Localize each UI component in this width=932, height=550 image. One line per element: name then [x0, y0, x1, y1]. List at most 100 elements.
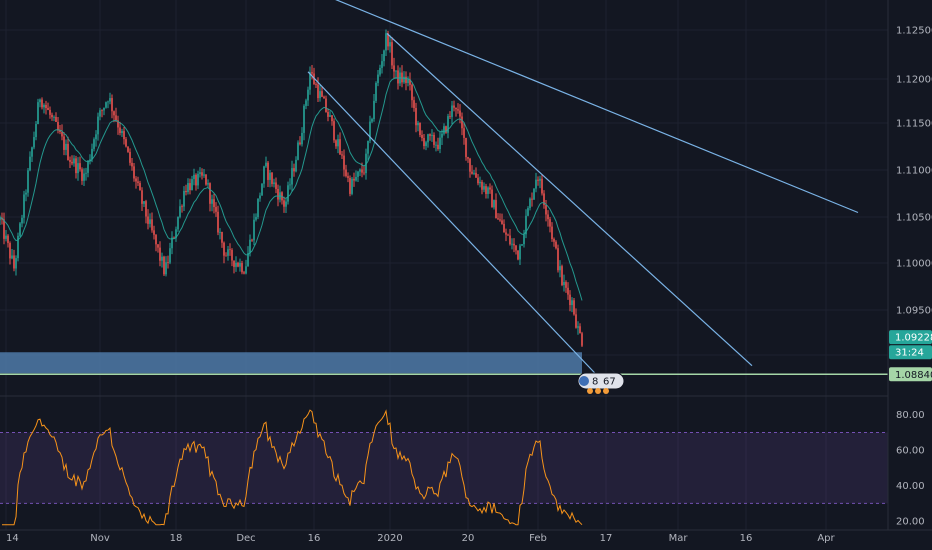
time-tick-label: 2020 — [377, 533, 402, 544]
candle-body — [83, 173, 85, 181]
candle-body — [195, 174, 197, 186]
candle-body — [383, 50, 385, 62]
candle-body — [309, 72, 311, 90]
candle-body — [69, 160, 71, 162]
candle-body — [419, 122, 421, 135]
candle-body — [169, 248, 171, 263]
candle-body — [433, 134, 435, 145]
candle-body — [315, 84, 317, 85]
candle-body — [79, 163, 81, 170]
candle-body — [387, 33, 389, 47]
candle-body — [145, 201, 147, 217]
candle-body — [41, 99, 43, 108]
candle-body — [549, 219, 551, 227]
candle-body — [257, 198, 259, 218]
candle-body — [401, 72, 403, 83]
candle-body — [443, 126, 445, 134]
candle-body — [495, 200, 497, 219]
time-tick-label: 17 — [600, 533, 613, 544]
candle-body — [459, 110, 461, 117]
candle-body — [187, 183, 189, 193]
candle-body — [131, 162, 133, 167]
candle-body — [39, 99, 41, 103]
candle-body — [269, 172, 271, 180]
ema-line — [0, 76, 583, 301]
candle-body — [199, 172, 201, 174]
candle-body — [85, 172, 87, 174]
price-tick-label: 1.11000 — [896, 166, 932, 177]
candle-body — [507, 234, 509, 236]
candle-body — [297, 142, 299, 160]
candle-body — [449, 116, 451, 117]
candle-body — [557, 248, 559, 271]
candle-body — [129, 151, 131, 163]
candle-body — [49, 109, 51, 115]
price-label-text: 31:24 — [895, 348, 924, 359]
candle-body — [535, 179, 537, 189]
candle-body — [323, 96, 325, 99]
candle-body — [425, 142, 427, 147]
candle-body — [385, 33, 387, 51]
candle-body — [361, 169, 363, 173]
candle-body — [305, 100, 307, 106]
price-label-box — [889, 330, 932, 345]
candle-body — [205, 174, 207, 185]
candle-body — [551, 226, 553, 240]
candle-body — [93, 139, 95, 149]
trendline — [307, 71, 597, 375]
time-tick-label: Feb — [529, 533, 547, 544]
candle-body — [219, 231, 221, 233]
rsi-line — [2, 409, 583, 526]
candle-body — [477, 177, 479, 184]
candle-body — [275, 182, 277, 189]
candle-body — [333, 121, 335, 141]
candle-body — [351, 178, 353, 194]
candle-body — [67, 143, 69, 161]
candle-body — [263, 166, 265, 184]
candle-body — [11, 255, 13, 259]
candle-body — [577, 326, 579, 328]
events-badge[interactable]: 8 67 — [577, 372, 625, 394]
candle-body — [165, 262, 167, 275]
candle-body — [427, 134, 429, 143]
candle-body — [241, 263, 243, 273]
candle-body — [539, 178, 541, 181]
candle-body — [321, 91, 323, 97]
candle-body — [455, 107, 457, 110]
candle-body — [91, 148, 93, 160]
candle-body — [21, 217, 23, 224]
candle-body — [77, 163, 79, 174]
candle-body — [43, 104, 45, 108]
candle-body — [71, 161, 73, 164]
candle-body — [375, 82, 377, 101]
price-tick-label: 1.09500 — [896, 306, 932, 317]
candle-body — [277, 188, 279, 200]
candle-body — [179, 206, 181, 217]
candle-body — [497, 218, 499, 220]
candle-body — [523, 234, 525, 245]
time-tick-label: Apr — [817, 533, 835, 544]
candle-body — [237, 262, 239, 267]
candle-body — [109, 98, 111, 102]
candle-body — [121, 131, 123, 133]
candle-body — [249, 239, 251, 254]
candle-body — [451, 105, 453, 117]
candle-body — [29, 156, 31, 171]
candle-body — [567, 287, 569, 295]
candle-body — [25, 192, 27, 195]
candle-body — [359, 169, 361, 172]
candle-body — [363, 172, 365, 174]
candle-body — [87, 161, 89, 173]
time-tick-label: Mar — [669, 533, 689, 544]
candle-body — [343, 155, 345, 170]
trendlines[interactable] — [278, 0, 859, 375]
candle-body — [407, 79, 409, 83]
candle-body — [203, 174, 205, 176]
candle-body — [7, 235, 9, 243]
candle-body — [547, 214, 549, 220]
candle-body — [307, 89, 309, 101]
rsi-tick-label: 60.00 — [896, 446, 925, 457]
candle-body — [421, 134, 423, 139]
candle-body — [463, 128, 465, 138]
